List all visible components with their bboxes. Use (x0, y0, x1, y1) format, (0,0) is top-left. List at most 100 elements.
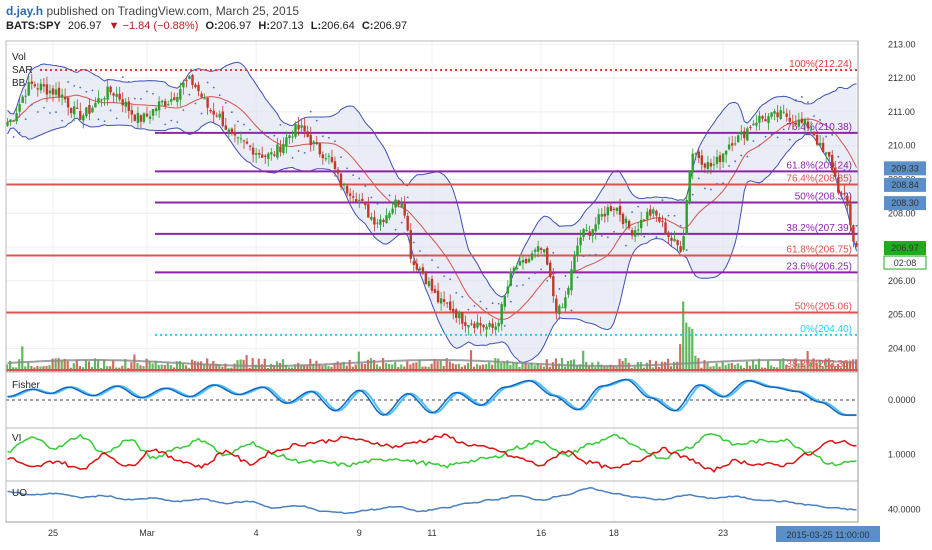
candle-body (51, 88, 55, 95)
price-tag-label: 208.84 (891, 180, 919, 190)
volume-bar (75, 359, 78, 372)
candle-body (743, 131, 746, 139)
vi-minus-line (7, 433, 857, 473)
volume-bar (806, 351, 809, 372)
sar-dot (267, 135, 270, 138)
volume-bar (203, 364, 206, 372)
fisher-trigger-line (7, 378, 857, 417)
candle-body (491, 323, 494, 328)
sar-dot (649, 232, 652, 235)
candle-body (258, 153, 261, 155)
x-tick-label: 16 (536, 528, 546, 538)
sar-dot (619, 235, 621, 238)
sar-dot (540, 268, 543, 271)
volume-bar (388, 364, 391, 372)
volume-bar (145, 358, 148, 372)
symbol-name: BATS:SPY (6, 20, 61, 32)
sar-dot (73, 84, 76, 87)
volume-bar (797, 363, 800, 372)
volume-bar (297, 362, 300, 372)
candle-body (776, 112, 779, 118)
candle-body (15, 113, 18, 122)
volume-bar (506, 360, 509, 372)
candle-body (118, 93, 121, 100)
candle-body (527, 258, 531, 263)
volume-bar (48, 365, 51, 372)
volume-bar (124, 358, 127, 372)
sar-dot (631, 211, 634, 213)
volume-bar (148, 360, 151, 372)
candle-body (60, 94, 64, 97)
volume-bar (812, 358, 815, 372)
volume-bar (654, 360, 658, 372)
candle-body (834, 167, 837, 177)
candle-body (206, 97, 209, 108)
fisher-line (7, 378, 857, 416)
candle-body (73, 106, 76, 115)
candle-body (270, 152, 273, 155)
candle-body (157, 101, 161, 111)
candle-body (549, 262, 552, 277)
candle-body (267, 153, 270, 159)
candle-body (370, 216, 373, 220)
candle-body (148, 116, 152, 119)
candle-body (361, 198, 364, 201)
volume-bar (751, 360, 755, 372)
candle-body (6, 122, 9, 126)
volume-bar (139, 365, 142, 372)
volume-bar (530, 362, 533, 372)
volume-bar (18, 359, 21, 372)
candle-body (212, 110, 215, 115)
author-name[interactable]: d.jay.h (6, 4, 44, 18)
candle-body (724, 150, 728, 155)
candle-body (515, 267, 519, 270)
candle-body (191, 74, 194, 85)
volume-bar (84, 360, 87, 372)
volume-bar (524, 362, 527, 372)
candle-body (694, 153, 697, 155)
volume-bar (551, 362, 554, 372)
volume-bar (218, 364, 221, 372)
candle-body (785, 113, 788, 117)
candle-body (209, 110, 212, 112)
sar-dot (133, 97, 136, 100)
sar-dot (140, 97, 142, 100)
sar-dot (661, 199, 664, 202)
candle-body (588, 231, 591, 236)
sar-dot (625, 244, 627, 247)
candle-body (503, 295, 506, 307)
candle-body (76, 107, 79, 109)
candle-body (731, 143, 734, 146)
candle-body (151, 109, 155, 116)
volume-bar (184, 365, 188, 372)
candle-body (339, 173, 343, 187)
volume-bar (103, 359, 106, 372)
sar-dot (855, 224, 858, 227)
volume-bar (794, 358, 797, 372)
volume-bar (445, 358, 448, 372)
candle-body (758, 115, 761, 123)
sar-dot (18, 131, 21, 134)
candle-body (264, 155, 267, 157)
volume-bar (27, 362, 30, 372)
volume-bar (233, 363, 236, 372)
sar-dot (461, 295, 464, 298)
volume-bar (212, 361, 215, 372)
candle-body (312, 141, 315, 145)
volume-bar (836, 363, 839, 372)
sar-dot (249, 128, 251, 131)
candle-body (218, 113, 221, 118)
volume-bar (730, 363, 733, 372)
candle-body (254, 153, 258, 155)
volume-bar (512, 362, 515, 372)
volume-bar (688, 326, 691, 372)
candle-body (670, 237, 673, 241)
candle-body (355, 199, 358, 202)
close-value: 206.97 (373, 20, 408, 32)
candle-body (400, 203, 403, 208)
candle-body (788, 117, 791, 122)
sar-dot (770, 133, 773, 136)
volume-bar (691, 328, 694, 372)
fisher-pane: Fisher (6, 378, 858, 417)
